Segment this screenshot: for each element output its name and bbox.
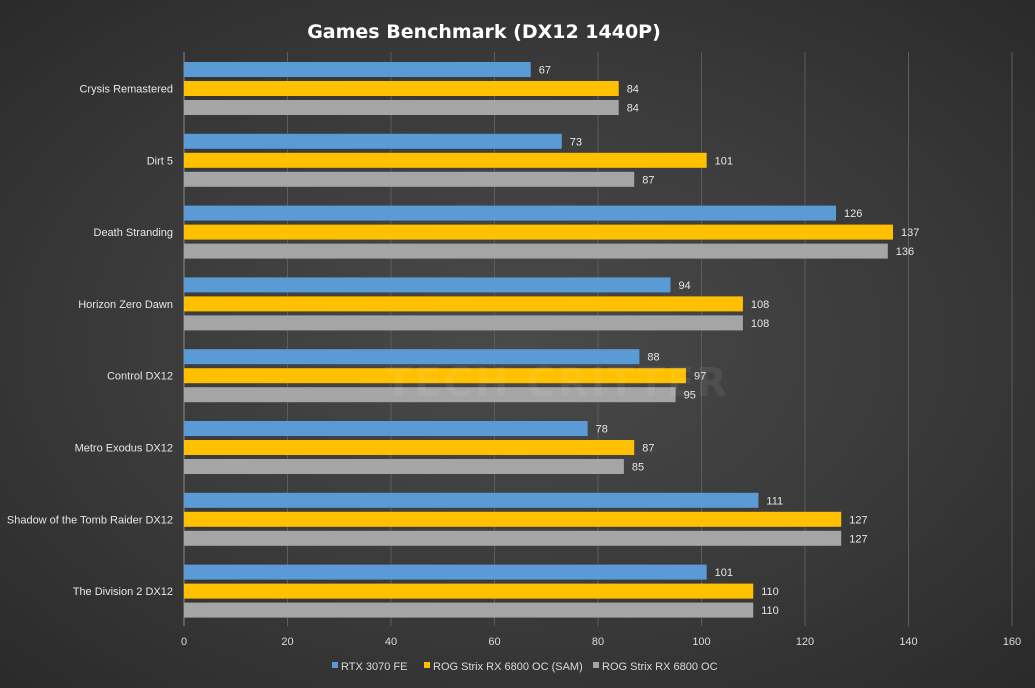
x-tick-label: 40 — [385, 636, 397, 648]
x-tick-label: 20 — [281, 636, 293, 648]
x-tick-label: 140 — [899, 636, 917, 648]
x-tick-label: 120 — [796, 636, 814, 648]
bar — [184, 511, 842, 527]
category-label: Crysis Remastered — [79, 84, 173, 96]
data-label: 97 — [694, 371, 706, 383]
data-label: 87 — [642, 443, 654, 455]
legend-swatch — [332, 662, 338, 668]
bar — [184, 440, 635, 455]
bar — [184, 602, 754, 618]
bar — [184, 62, 531, 77]
data-label: 95 — [684, 390, 696, 402]
bar — [184, 277, 671, 293]
bar — [184, 224, 893, 240]
data-label: 87 — [642, 174, 654, 186]
bar — [184, 315, 743, 331]
bar — [184, 171, 635, 187]
category-label: Dirt 5 — [147, 155, 173, 167]
bar — [184, 530, 842, 546]
x-tick-label: 80 — [592, 636, 604, 648]
data-label: 73 — [570, 136, 582, 148]
x-tick-label: 160 — [1003, 636, 1021, 648]
bar — [184, 459, 624, 474]
category-label: Horizon Zero Dawn — [78, 299, 173, 311]
legend-label: RTX 3070 FE — [341, 661, 407, 673]
category-label: The Division 2 DX12 — [73, 586, 173, 598]
legend-label: ROG Strix RX 6800 OC (SAM) — [433, 661, 583, 673]
data-label: 108 — [751, 318, 769, 330]
data-label: 108 — [751, 299, 769, 311]
bar — [184, 349, 640, 365]
data-label: 84 — [627, 84, 639, 96]
bar — [184, 564, 707, 580]
x-tick-label: 0 — [181, 636, 187, 648]
bar — [184, 152, 707, 168]
bar — [184, 387, 676, 403]
data-label: 110 — [761, 605, 779, 617]
bar — [184, 368, 686, 384]
data-label: 110 — [761, 586, 779, 598]
legend-swatch — [593, 662, 599, 668]
data-label: 111 — [766, 495, 783, 507]
legend-swatch — [424, 662, 430, 668]
x-tick-label: 60 — [488, 636, 500, 648]
category-label: Metro Exodus DX12 — [75, 443, 173, 455]
data-label: 85 — [632, 462, 644, 474]
data-label: 67 — [539, 65, 551, 77]
data-label: 88 — [647, 352, 659, 364]
category-label: Control DX12 — [107, 371, 173, 383]
category-label: Death Stranding — [94, 227, 174, 239]
data-label: 127 — [849, 533, 867, 545]
data-label: 126 — [844, 208, 862, 220]
data-label: 127 — [849, 514, 867, 526]
category-label: Shadow of the Tomb Raider DX12 — [7, 514, 173, 526]
bar — [184, 243, 888, 259]
data-label: 78 — [596, 424, 608, 436]
chart-title: Games Benchmark (DX12 1440P) — [307, 21, 661, 43]
bar — [184, 492, 759, 508]
bar — [184, 296, 743, 312]
bar — [184, 205, 837, 221]
data-label: 136 — [896, 246, 914, 258]
legend-label: ROG Strix RX 6800 OC — [602, 661, 718, 673]
data-label: 137 — [901, 227, 919, 239]
bar — [184, 421, 588, 436]
bar — [184, 583, 754, 599]
data-label: 94 — [678, 280, 690, 292]
bar — [184, 100, 619, 115]
data-label: 101 — [715, 567, 733, 579]
bar — [184, 133, 562, 149]
data-label: 84 — [627, 103, 639, 115]
bar — [184, 81, 619, 96]
x-tick-label: 100 — [692, 636, 710, 648]
data-label: 101 — [715, 155, 733, 167]
